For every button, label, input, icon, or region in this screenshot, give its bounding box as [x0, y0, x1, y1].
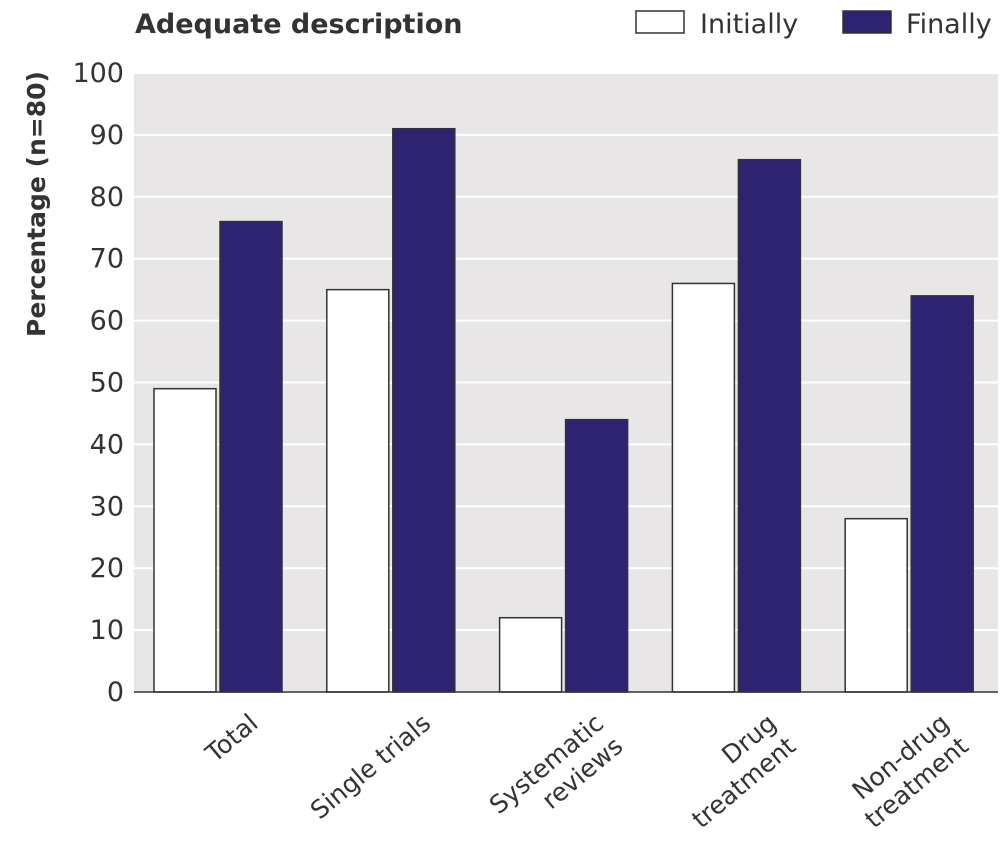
- bar-initially-1: [153, 387, 217, 693]
- bar-finally-4: [737, 158, 802, 693]
- y-tick-label: 80: [90, 182, 124, 213]
- bars: [153, 127, 974, 693]
- x-tick-label: Drugtreatment: [667, 708, 801, 834]
- x-tick-label: Total: [199, 708, 263, 768]
- y-tick-label: 90: [90, 120, 124, 151]
- bar-finally-1: [219, 220, 283, 693]
- y-tick-label: 60: [90, 306, 124, 337]
- bar-finally-5: [910, 295, 974, 693]
- y-axis-label: Percentage (n=80): [22, 71, 51, 337]
- y-tick-label: 30: [90, 491, 124, 522]
- bar-initially-3: [498, 616, 563, 693]
- legend: Initially Finally: [635, 9, 992, 40]
- y-tick-label: 10: [90, 615, 124, 646]
- legend-swatch-initially: [635, 10, 685, 34]
- bar-initially-2: [326, 288, 390, 693]
- bar-finally-2: [392, 127, 456, 693]
- y-tick-label: 100: [72, 58, 124, 89]
- y-tick-label: 20: [90, 553, 124, 584]
- bar-initially-4: [671, 282, 736, 693]
- y-tick-labels: 0 10 20 30 40 50 60 70 80 90 100: [72, 58, 124, 708]
- y-tick-label: 70: [90, 244, 124, 275]
- x-tick-label: Systematicreviews: [484, 708, 628, 843]
- legend-swatch-finally: [842, 10, 892, 34]
- chart-title: Adequate description: [135, 9, 462, 40]
- bar-finally-3: [564, 418, 629, 693]
- x-tick-label: Single trials: [305, 708, 436, 825]
- legend-label-initially: Initially: [700, 9, 798, 40]
- y-tick-label: 40: [90, 429, 124, 460]
- y-tick-label: 0: [107, 677, 124, 708]
- x-tick-labels: Total Single trials Systematicreviews Drugt…: [199, 708, 974, 843]
- bar-initially-5: [844, 517, 908, 693]
- y-tick-label: 50: [90, 368, 124, 399]
- legend-label-finally: Finally: [906, 9, 992, 40]
- x-tick-label: Non-drugtreatment: [840, 708, 974, 834]
